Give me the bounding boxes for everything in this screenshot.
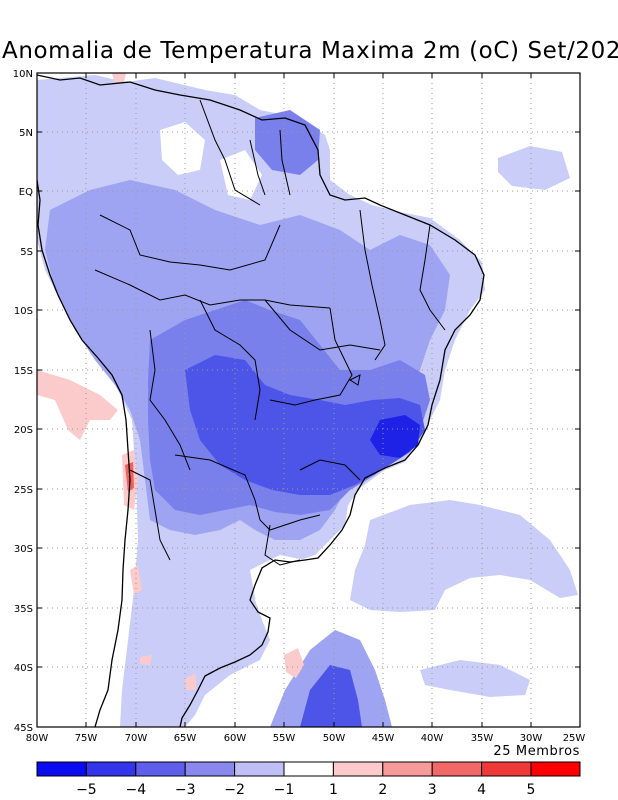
lat-label: 10S xyxy=(14,306,33,317)
legend-swatch xyxy=(234,761,285,777)
positive-anomaly-andes xyxy=(130,565,142,595)
anomaly-region-minus3-north xyxy=(255,110,320,175)
lat-label: 40S xyxy=(14,663,33,674)
positive-anomaly-patagonia xyxy=(185,674,196,690)
lon-label: 30W xyxy=(520,733,543,744)
lon-label: 40W xyxy=(421,733,444,744)
legend-swatch xyxy=(481,761,532,777)
lat-label: 25S xyxy=(14,485,33,496)
lon-label: 55W xyxy=(273,733,296,744)
lon-label: 45W xyxy=(372,733,395,744)
lat-label: 5N xyxy=(19,128,33,139)
positive-anomaly-small xyxy=(140,655,152,665)
legend-colorbar: −5 −4 −3 −2 −1 1 2 3 4 5 xyxy=(36,761,581,798)
lat-label: 15S xyxy=(14,366,33,377)
lat-label: EQ xyxy=(19,187,33,198)
latitude-labels: 10N 5N EQ 5S 10S 15S 20S 25S 30S 35S 40S… xyxy=(13,69,33,734)
positive-anomaly-north xyxy=(112,73,126,82)
anomaly-region-minus4 xyxy=(185,355,425,495)
lon-label: 70W xyxy=(125,733,148,744)
lon-label: 35W xyxy=(471,733,494,744)
anomaly-region-minus5 xyxy=(370,415,420,458)
ocean-blob-east xyxy=(498,146,570,190)
continent-coastline xyxy=(37,74,485,727)
legend-label: −2 xyxy=(224,782,245,798)
lat-label: 35S xyxy=(14,604,33,615)
lon-label: 50W xyxy=(323,733,346,744)
longitude-labels: 80W 75W 70W 65W 60W 55W 50W 45W 40W 35W … xyxy=(26,733,586,744)
legend-label: −1 xyxy=(274,782,295,798)
pacific-coastline xyxy=(37,179,131,727)
lon-label: 25W xyxy=(563,733,586,744)
legend-label: 2 xyxy=(378,782,387,798)
legend-swatch xyxy=(382,761,433,777)
lat-label: 45S xyxy=(14,723,33,734)
legend-label: 3 xyxy=(428,782,437,798)
white-gap-guianas xyxy=(220,150,262,200)
legend-label: −3 xyxy=(175,782,196,798)
ocean-blob-south xyxy=(420,660,530,697)
lon-label: 60W xyxy=(224,733,247,744)
legend-label: 1 xyxy=(329,782,338,798)
lat-label: 5S xyxy=(20,247,33,258)
lon-label: 80W xyxy=(26,733,49,744)
country-borders xyxy=(94,99,446,566)
white-gap-north xyxy=(160,122,205,175)
lat-label: 30S xyxy=(14,544,33,555)
legend-label: −5 xyxy=(76,782,97,798)
lat-label: 10N xyxy=(13,69,33,80)
legend-label: 5 xyxy=(527,782,536,798)
positive-anomaly-atlantic xyxy=(284,648,304,678)
legend-swatch xyxy=(184,761,236,777)
legend-swatch xyxy=(36,761,87,777)
legend-swatch xyxy=(283,761,334,777)
legend-label: −4 xyxy=(125,782,146,798)
lon-label: 65W xyxy=(174,733,197,744)
white-gap-southcone xyxy=(250,555,320,610)
members-label: 25 Membros xyxy=(493,744,580,759)
ocean-blob-southatlantic xyxy=(350,500,578,612)
legend-swatch xyxy=(85,761,137,777)
positive-anomaly-pacific xyxy=(37,370,118,440)
legend-swatch xyxy=(332,761,384,777)
map-title: Anomalia de Temperatura Maxima 2m (oC) S… xyxy=(2,38,618,64)
axis-ticks xyxy=(36,72,581,728)
lon-label: 75W xyxy=(75,733,98,744)
legend-label: 4 xyxy=(477,782,486,798)
legend-swatch xyxy=(530,761,581,777)
ocean-blob-patagonia-core xyxy=(300,665,362,727)
lat-label: 20S xyxy=(14,425,33,436)
legend-swatch xyxy=(135,761,186,777)
legend-swatch xyxy=(431,761,483,777)
